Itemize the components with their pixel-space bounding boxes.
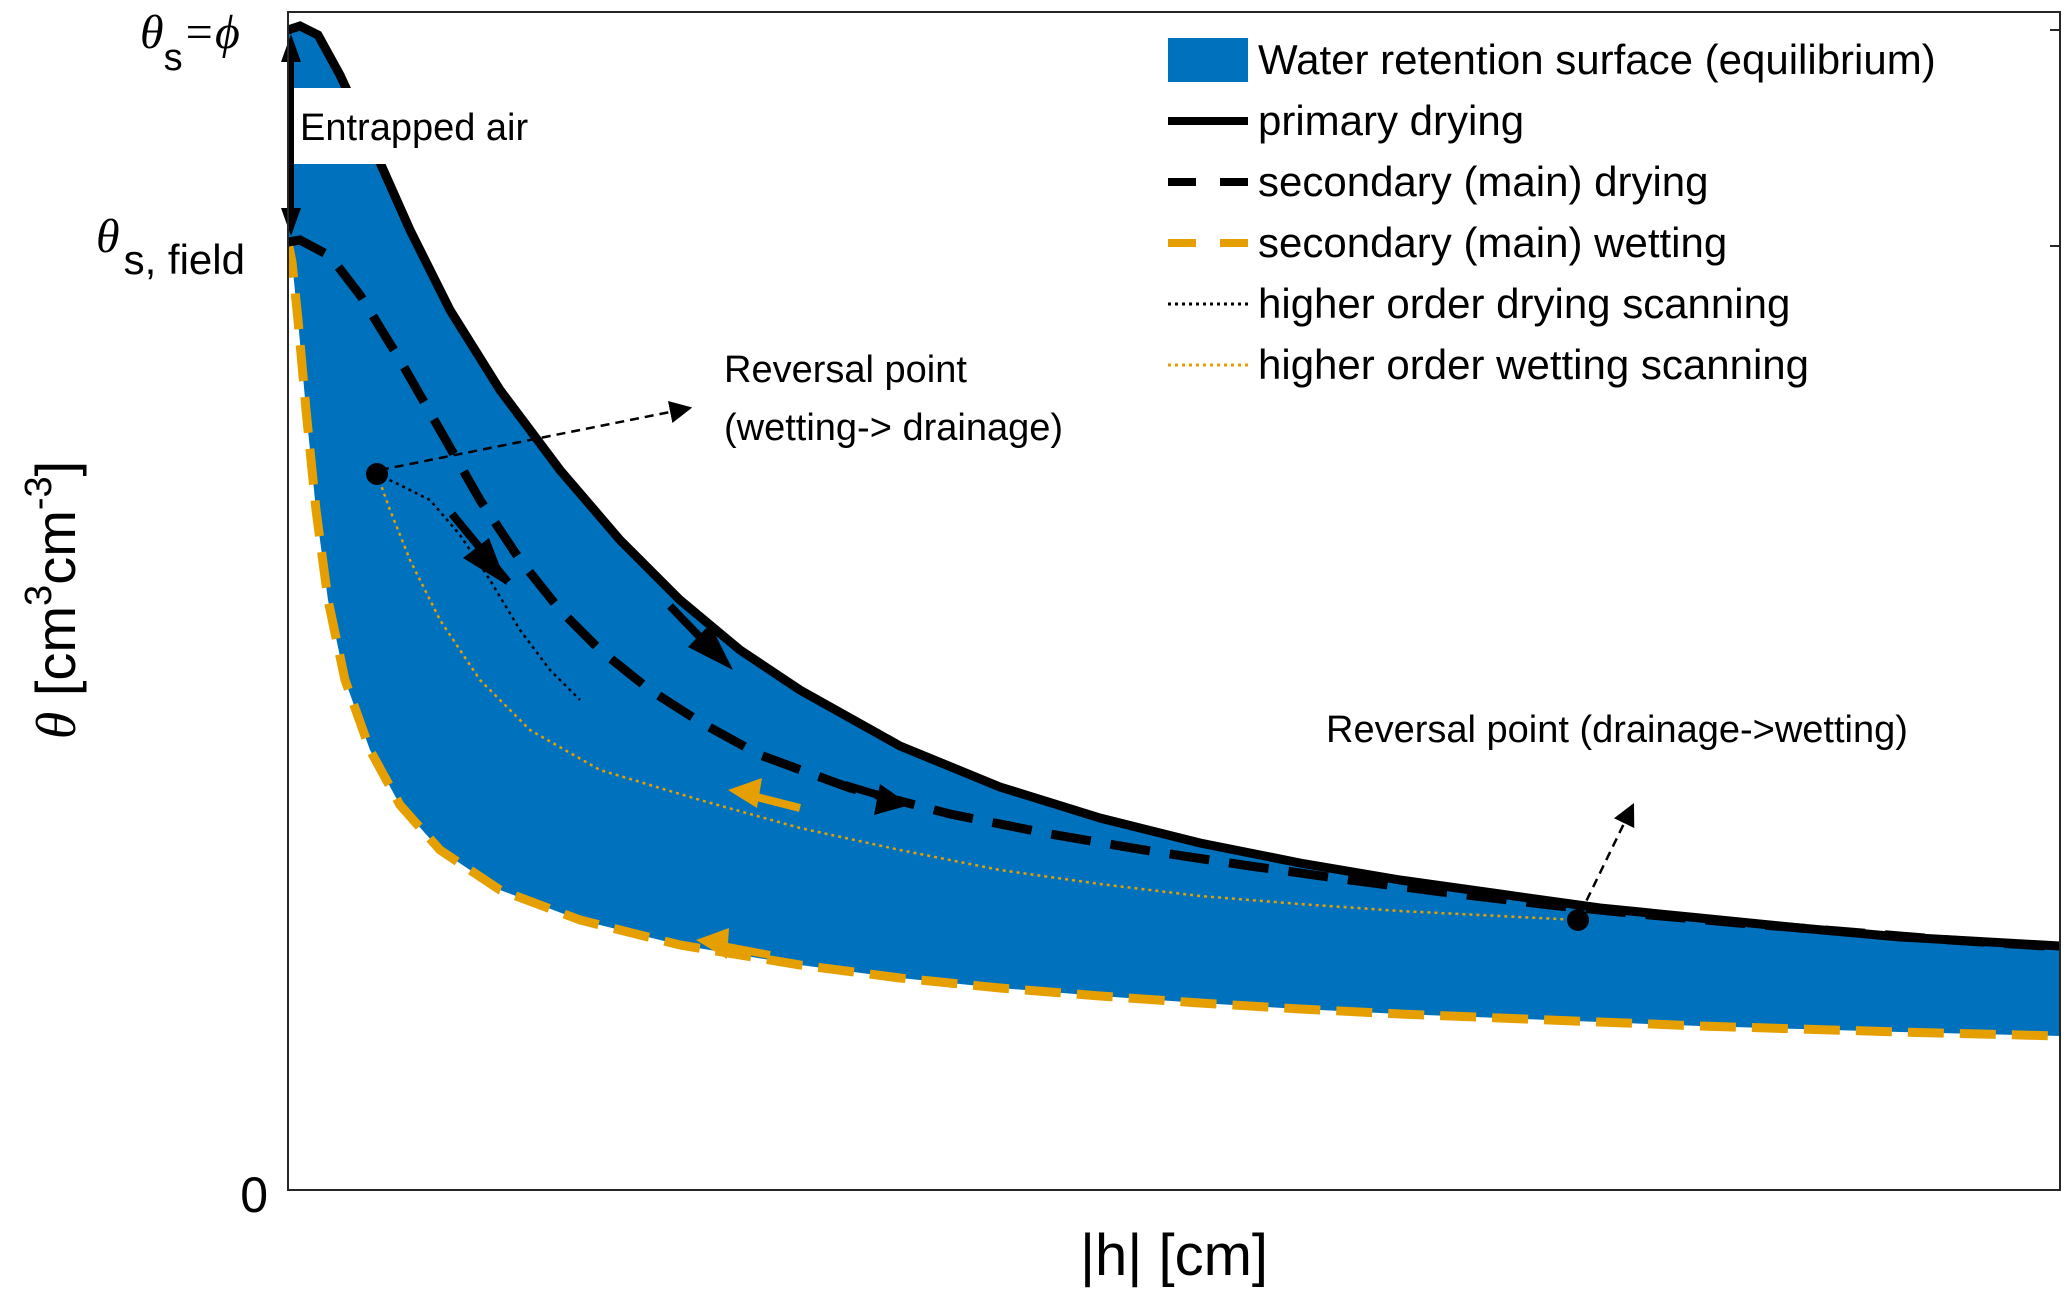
- theta-s-field-label: θs, field: [96, 210, 245, 283]
- reversal-2-pointer: [1578, 802, 1635, 915]
- reversal-point-drainage-wetting: [1567, 909, 1589, 931]
- legend-label-scan_drying: higher order drying scanning: [1258, 280, 1790, 327]
- higher-order-wetting-scan-curve: [375, 473, 1579, 922]
- legend-item-surface: Water retention surface (equilibrium): [1168, 36, 1936, 83]
- legend-label-main_drying: secondary (main) drying: [1258, 158, 1709, 205]
- entrapped-air-label: Entrapped air: [300, 107, 528, 149]
- main-drying-curve: [288, 235, 2060, 952]
- water-retention-surface: [288, 26, 2060, 1036]
- entrapped-air-range: [281, 34, 301, 236]
- range-arrow-down: [281, 208, 301, 236]
- legend-item-scan_wetting: higher order wetting scanning: [1168, 341, 1809, 388]
- theta-s-label: θs=ϕ: [140, 6, 240, 79]
- reversal-point-wetting-drainage: [366, 463, 388, 485]
- axes-box: [287, 11, 2061, 1191]
- reversal-1-pointer: [379, 400, 693, 472]
- y-tick-label-zero: 0: [240, 1167, 268, 1223]
- range-arrow-up: [281, 34, 301, 62]
- entrapped-air-box: [294, 88, 566, 164]
- legend-item-primary: primary drying: [1168, 97, 1524, 144]
- x-axis-label: |h| [cm]: [1080, 1223, 1268, 1288]
- primary-arrow-head: [688, 624, 733, 670]
- plot-area: [288, 21, 2060, 1041]
- y-axis-label: θ [cm3cm-3]: [18, 461, 88, 739]
- main-drying-arrow-2-head: [874, 784, 910, 815]
- legend-item-main_wetting: secondary (main) wetting: [1168, 219, 1727, 266]
- main-wetting-curve: [288, 241, 2060, 1041]
- higher-order-drying-scan-curve: [376, 472, 581, 701]
- legend: Water retention surface (equilibrium) pri…: [1168, 36, 1936, 388]
- legend-label-scan_wetting: higher order wetting scanning: [1258, 341, 1809, 388]
- reversal-2-label: Reversal point (drainage->wetting): [1326, 709, 1908, 751]
- legend-label-surface: Water retention surface (equilibrium): [1258, 36, 1936, 83]
- legend-item-scan_drying: higher order drying scanning: [1168, 280, 1790, 327]
- reversal-1-label-line2: (wetting-> drainage): [724, 407, 1063, 449]
- main-drying-arrow-1-head: [463, 538, 507, 585]
- reversal-1-label-line1: Reversal point: [724, 349, 967, 391]
- scan-wetting-arrow-head: [728, 778, 762, 808]
- legend-label-primary: primary drying: [1258, 97, 1524, 144]
- legend-item-main_drying: secondary (main) drying: [1168, 158, 1709, 205]
- legend-label-main_wetting: secondary (main) wetting: [1258, 219, 1727, 266]
- legend-symbol-surface: [1168, 38, 1248, 82]
- main-wetting-arrow-head: [696, 928, 729, 959]
- direction-arrows: [448, 511, 910, 959]
